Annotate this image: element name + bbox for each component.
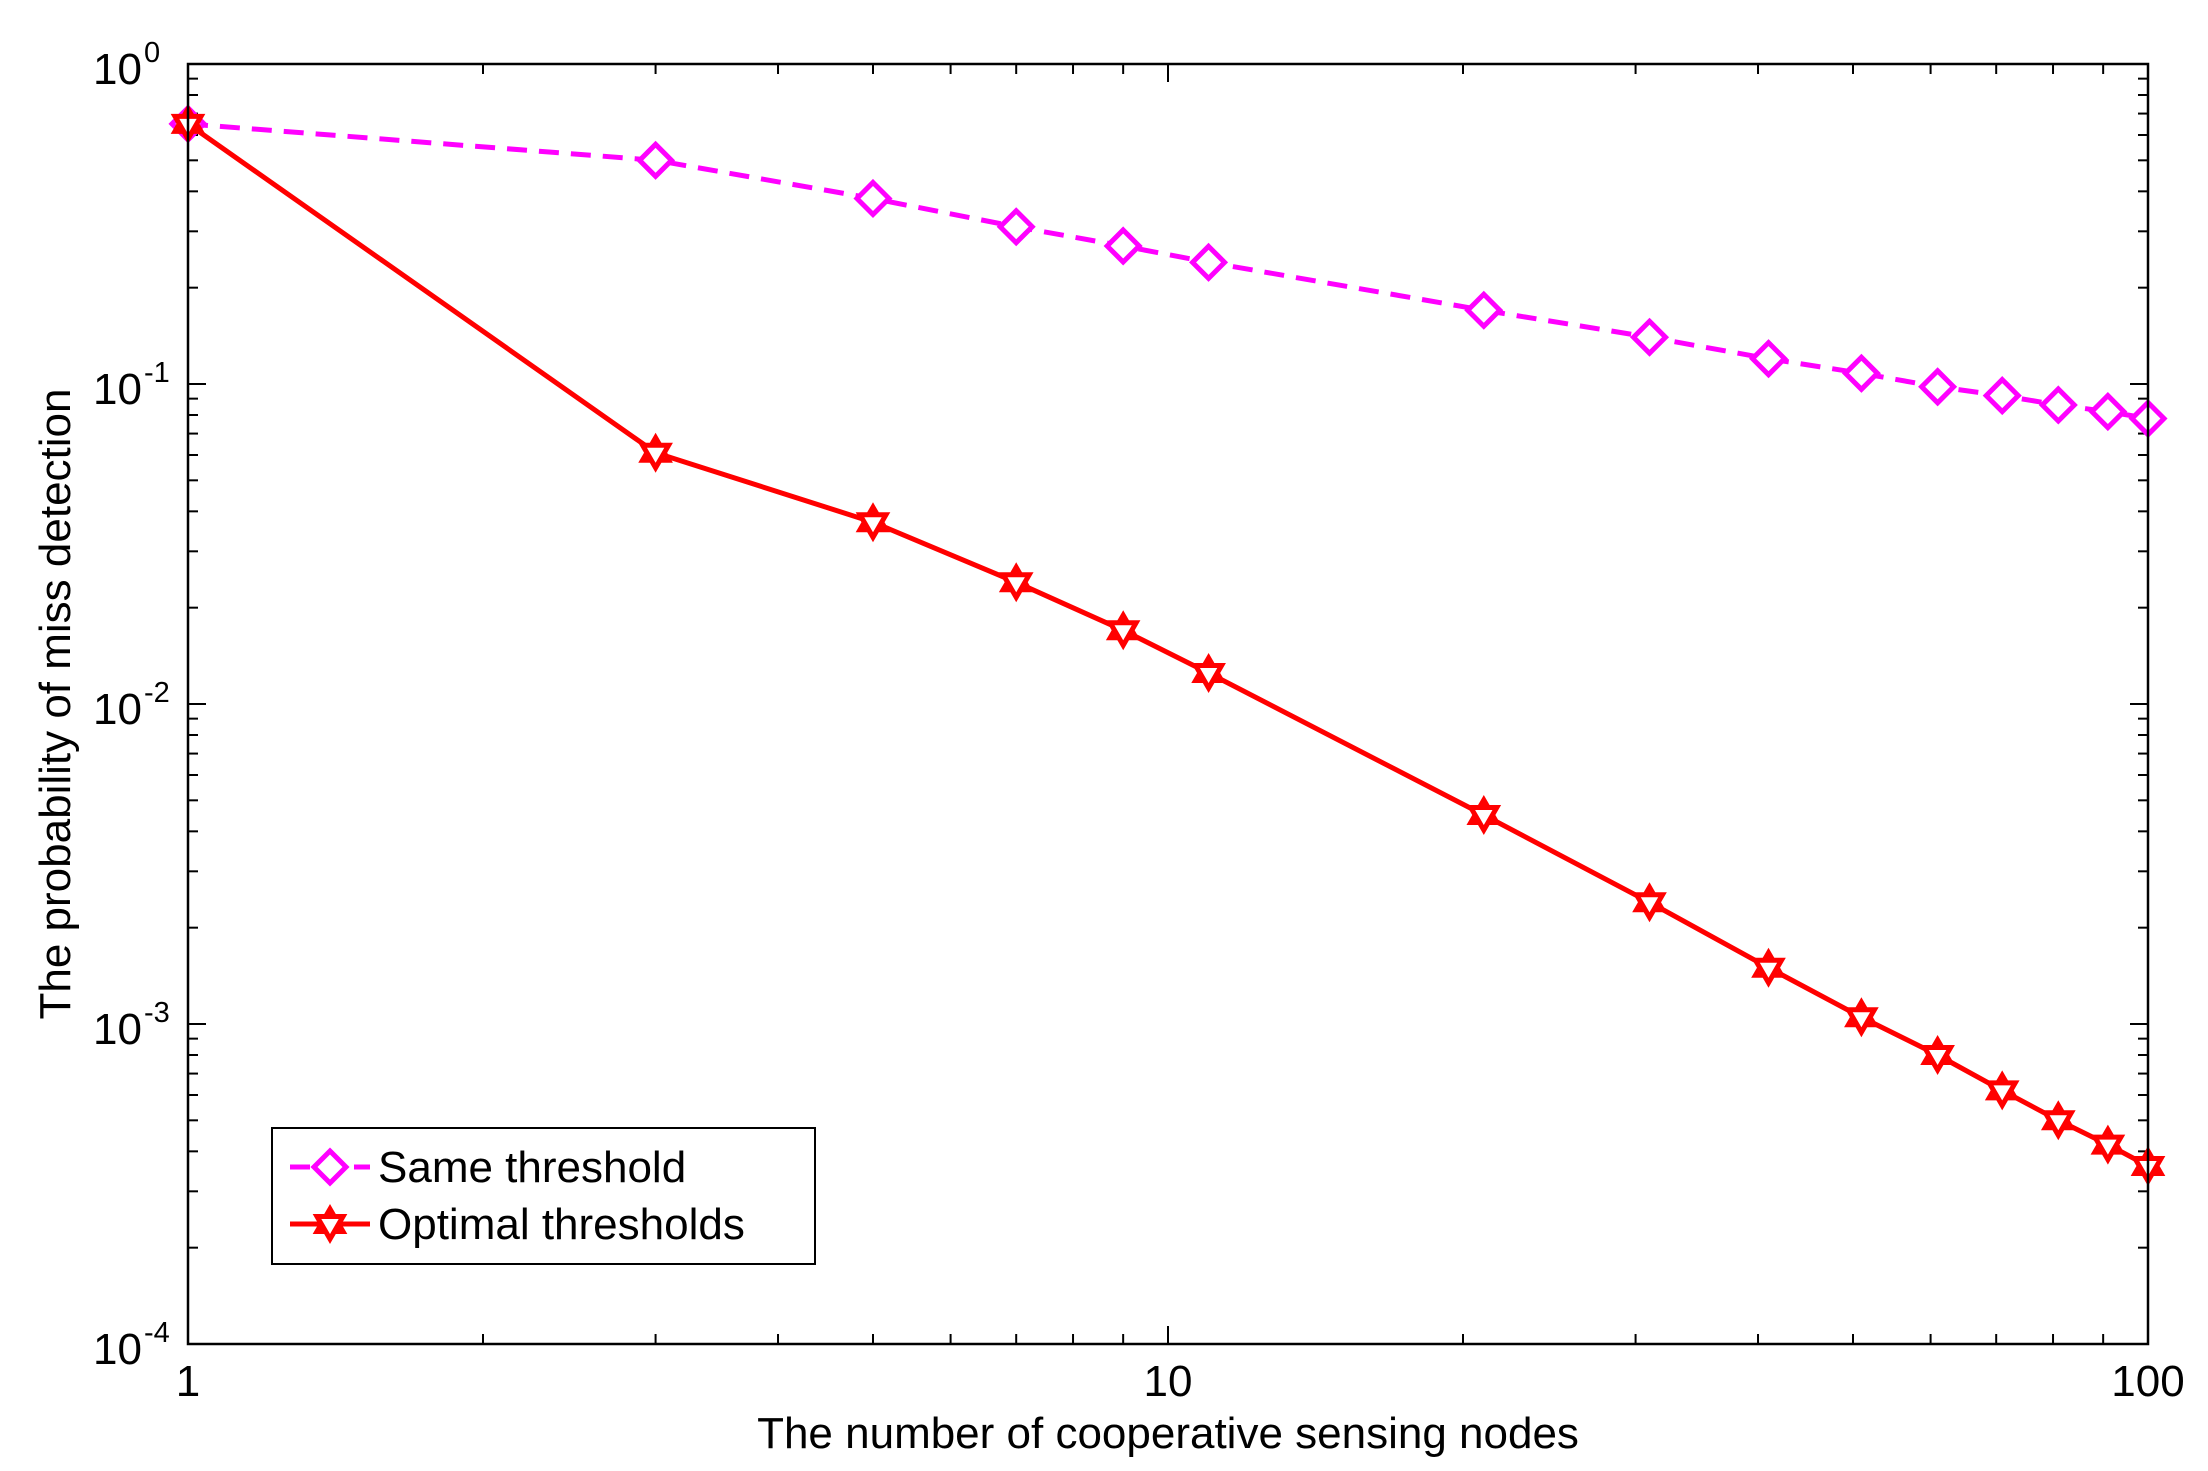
data-point	[1920, 1035, 1955, 1075]
svg-text:-3: -3	[144, 997, 170, 1029]
data-point	[855, 502, 891, 543]
legend-marker	[312, 1204, 348, 1244]
data-point	[1841, 353, 1881, 393]
x-axis-label: The number of cooperative sensing nodes	[757, 1409, 1579, 1458]
data-point	[1748, 339, 1789, 379]
x-tick-label: 100	[2111, 1357, 2184, 1406]
data-point	[2038, 385, 2078, 425]
data-point	[1629, 317, 1670, 357]
data-point	[1751, 947, 1786, 988]
legend-item: Optimal thresholds	[290, 1200, 745, 1249]
series-1	[168, 104, 2168, 439]
svg-text:10: 10	[93, 1005, 142, 1054]
svg-text:10: 10	[93, 365, 142, 414]
y-tick-label: 10 -4	[93, 1317, 170, 1374]
y-tick-label: 10 0	[93, 37, 160, 94]
data-point	[2090, 1124, 2126, 1165]
data-point	[998, 562, 1034, 603]
data-point	[1982, 376, 2022, 416]
data-point	[2040, 1100, 2076, 1141]
data-point	[1918, 367, 1958, 407]
y-tick-label: 10 -2	[93, 677, 170, 734]
data-point	[1466, 795, 1502, 835]
data-point	[1105, 610, 1141, 651]
data-point	[638, 432, 673, 473]
data-point	[1984, 1070, 2020, 1111]
data-point	[1191, 653, 1226, 693]
x-tick-label: 10	[1144, 1357, 1193, 1406]
svg-text:-4: -4	[144, 1317, 170, 1349]
legend-marker	[310, 1147, 350, 1187]
svg-text:0: 0	[144, 37, 160, 69]
y-tick-label: 10 -3	[93, 997, 170, 1054]
axes-box	[186, 62, 2150, 1346]
data-point	[1189, 242, 1229, 282]
svg-text:10: 10	[93, 1325, 142, 1374]
legend-label: Optimal thresholds	[378, 1200, 745, 1249]
y-tick-label: 10 -1	[93, 357, 170, 414]
data-point	[996, 207, 1036, 247]
data-point	[1844, 997, 1879, 1038]
svg-text:10: 10	[93, 685, 142, 734]
data-point	[853, 178, 893, 219]
y-axis-label: The probability of miss detection	[31, 389, 80, 1020]
legend-label: Same threshold	[378, 1143, 686, 1192]
x-tick-label: 1	[176, 1357, 200, 1406]
data-point	[1632, 882, 1667, 923]
plot-area	[168, 103, 2168, 1186]
data-point	[1464, 290, 1504, 330]
data-point	[1103, 226, 1143, 266]
data-point	[2088, 392, 2128, 432]
svg-text:10: 10	[93, 45, 142, 94]
legend-item: Same threshold	[290, 1143, 686, 1192]
legend: Same threshold Optimal thresholds	[271, 1127, 816, 1265]
series-2	[170, 103, 2166, 1186]
data-point	[636, 140, 676, 180]
legend-box	[271, 1127, 816, 1265]
svg-text:-1: -1	[144, 357, 170, 389]
svg-text:-2: -2	[144, 677, 170, 709]
